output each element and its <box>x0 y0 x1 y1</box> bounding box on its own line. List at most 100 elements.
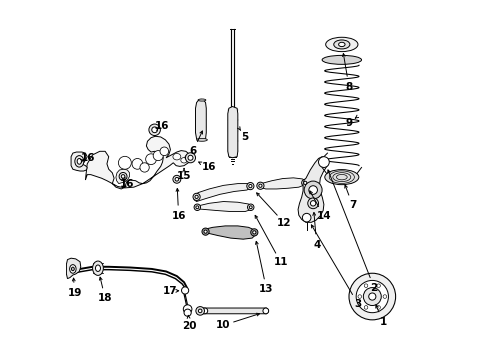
Circle shape <box>160 147 169 156</box>
Polygon shape <box>67 258 81 279</box>
Ellipse shape <box>181 158 187 163</box>
Text: 20: 20 <box>182 321 196 331</box>
Text: 7: 7 <box>349 200 356 210</box>
Ellipse shape <box>311 201 316 206</box>
Ellipse shape <box>196 307 204 315</box>
Ellipse shape <box>96 265 100 271</box>
Circle shape <box>119 156 131 169</box>
Text: 13: 13 <box>259 284 274 294</box>
Circle shape <box>132 158 143 169</box>
Ellipse shape <box>325 170 359 185</box>
Polygon shape <box>228 107 238 158</box>
Polygon shape <box>85 136 191 189</box>
Ellipse shape <box>152 127 157 133</box>
Circle shape <box>202 308 208 314</box>
Text: 16: 16 <box>155 121 170 131</box>
Circle shape <box>183 305 192 314</box>
Polygon shape <box>203 226 256 239</box>
Circle shape <box>181 287 189 294</box>
Circle shape <box>318 157 329 167</box>
Text: 16: 16 <box>120 179 134 189</box>
Polygon shape <box>195 202 252 212</box>
Ellipse shape <box>339 42 345 46</box>
Ellipse shape <box>195 195 198 198</box>
Circle shape <box>364 306 368 309</box>
Ellipse shape <box>322 55 362 64</box>
Text: 15: 15 <box>177 171 191 181</box>
Circle shape <box>140 163 149 172</box>
Ellipse shape <box>308 198 319 209</box>
Ellipse shape <box>326 37 358 51</box>
Ellipse shape <box>202 228 209 235</box>
Ellipse shape <box>122 175 125 178</box>
Ellipse shape <box>75 156 84 167</box>
Ellipse shape <box>196 206 199 209</box>
Text: 16: 16 <box>202 162 217 172</box>
Ellipse shape <box>251 229 258 236</box>
Ellipse shape <box>175 177 179 181</box>
Text: 2: 2 <box>370 283 378 293</box>
Circle shape <box>146 154 156 165</box>
Text: 5: 5 <box>242 132 248 142</box>
Text: 18: 18 <box>98 293 112 303</box>
Ellipse shape <box>249 184 252 188</box>
Circle shape <box>349 273 395 320</box>
Ellipse shape <box>185 155 190 160</box>
Text: 16: 16 <box>81 153 96 163</box>
Circle shape <box>153 150 163 161</box>
Ellipse shape <box>173 153 181 160</box>
Circle shape <box>356 280 389 313</box>
Ellipse shape <box>196 138 207 141</box>
Ellipse shape <box>193 193 200 201</box>
Text: 10: 10 <box>216 320 231 330</box>
Polygon shape <box>71 152 87 171</box>
Ellipse shape <box>332 172 352 182</box>
Text: 6: 6 <box>189 146 196 156</box>
Circle shape <box>377 306 380 309</box>
Ellipse shape <box>194 204 200 211</box>
Ellipse shape <box>304 181 307 184</box>
Ellipse shape <box>186 153 196 163</box>
Ellipse shape <box>257 182 264 189</box>
Polygon shape <box>201 308 269 314</box>
Ellipse shape <box>329 171 354 183</box>
Circle shape <box>184 309 191 316</box>
Circle shape <box>364 288 381 306</box>
Ellipse shape <box>173 175 181 183</box>
Circle shape <box>377 284 380 288</box>
Text: 4: 4 <box>313 239 320 249</box>
Text: 9: 9 <box>345 118 353 128</box>
Text: 3: 3 <box>354 299 362 309</box>
Polygon shape <box>196 99 206 140</box>
Ellipse shape <box>198 99 206 101</box>
Text: 19: 19 <box>68 288 82 298</box>
Circle shape <box>358 295 362 298</box>
Circle shape <box>304 181 322 199</box>
Circle shape <box>383 295 387 298</box>
Ellipse shape <box>249 206 252 209</box>
Circle shape <box>309 186 318 194</box>
Circle shape <box>364 284 368 288</box>
Ellipse shape <box>93 261 103 275</box>
Polygon shape <box>194 184 252 202</box>
Ellipse shape <box>302 179 309 186</box>
Circle shape <box>263 308 269 314</box>
Text: 17: 17 <box>162 286 177 296</box>
Polygon shape <box>116 169 129 184</box>
Text: 16: 16 <box>172 211 186 221</box>
Ellipse shape <box>247 183 254 190</box>
Ellipse shape <box>188 155 193 160</box>
Text: 14: 14 <box>317 211 331 221</box>
Ellipse shape <box>204 230 207 233</box>
Text: 8: 8 <box>345 82 353 92</box>
Ellipse shape <box>70 265 76 273</box>
Ellipse shape <box>77 158 81 164</box>
Text: 1: 1 <box>379 317 387 327</box>
Ellipse shape <box>247 204 254 211</box>
Polygon shape <box>259 178 307 189</box>
Text: 12: 12 <box>277 218 292 228</box>
Ellipse shape <box>198 309 202 313</box>
Text: 11: 11 <box>273 257 288 267</box>
Ellipse shape <box>259 184 262 187</box>
Ellipse shape <box>72 267 74 271</box>
